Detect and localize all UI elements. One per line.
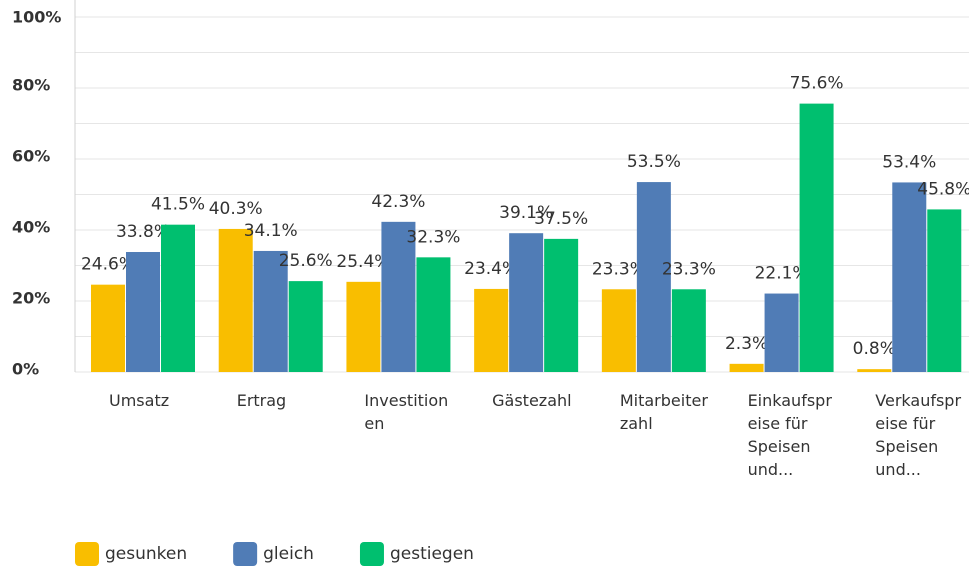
bar — [161, 224, 195, 372]
bar — [218, 228, 253, 372]
value-label: 23.4% — [464, 259, 518, 279]
value-label: 34.1% — [244, 221, 298, 241]
y-tick-label: 100% — [12, 8, 61, 27]
value-label: 25.4% — [336, 252, 390, 272]
x-tick-label: Verkaufspreise für Speisen und... — [875, 391, 962, 479]
y-tick-label: 0% — [12, 360, 39, 379]
value-label: 25.6% — [279, 251, 333, 271]
value-label: 23.3% — [592, 259, 646, 279]
bar — [601, 289, 636, 372]
bar — [381, 221, 416, 372]
value-label: 45.8% — [917, 179, 969, 199]
x-tick-label: Investitionen — [364, 391, 449, 433]
legend-swatch — [359, 542, 384, 566]
bar — [509, 233, 544, 372]
x-tick-label: Mitarbeiterzahl — [619, 391, 708, 433]
value-label: 23.3% — [662, 259, 716, 279]
bar — [799, 103, 834, 373]
bar — [288, 281, 323, 372]
value-label: 32.3% — [406, 227, 460, 247]
legend-swatch — [75, 542, 99, 566]
legend-swatch — [233, 542, 258, 566]
bar — [474, 288, 509, 372]
bar — [729, 363, 764, 372]
x-tick-label: Umsatz — [109, 391, 170, 410]
value-label: 75.6% — [790, 74, 844, 94]
bar — [671, 289, 706, 372]
value-label: 53.4% — [882, 152, 936, 172]
legend-label: gestiegen — [390, 544, 474, 564]
value-label: 2.3% — [725, 334, 768, 354]
legend-label: gleich — [263, 544, 314, 564]
y-tick-label: 40% — [12, 218, 50, 237]
bar — [857, 369, 892, 372]
x-tick-label: Ertrag — [236, 391, 287, 410]
value-label: 53.5% — [627, 152, 681, 172]
value-label: 37.5% — [534, 209, 588, 229]
bar — [636, 182, 671, 372]
value-label: 33.8% — [116, 222, 170, 242]
y-tick-label: 20% — [12, 289, 50, 308]
value-label: 24.6% — [81, 255, 135, 275]
bar — [892, 182, 927, 372]
bar — [91, 284, 125, 372]
bar — [346, 281, 381, 372]
bar — [126, 252, 160, 372]
bar — [927, 209, 962, 372]
value-label: 42.3% — [371, 192, 425, 212]
x-tick-label: Einkaufspreise für Speisen und... — [747, 391, 832, 479]
value-label: 0.8% — [853, 339, 896, 359]
bar — [544, 238, 579, 372]
bar — [764, 293, 799, 372]
legend-label: gesunken — [105, 544, 187, 564]
y-tick-label: 60% — [12, 147, 50, 166]
y-tick-label: 80% — [12, 76, 50, 95]
value-label: 39.1% — [499, 203, 553, 223]
value-label: 41.5% — [151, 195, 205, 215]
value-label: 40.3% — [209, 199, 263, 219]
x-tick-label: Gästezahl — [492, 391, 572, 410]
value-label: 22.1% — [755, 264, 809, 284]
bar — [253, 250, 288, 372]
bar — [416, 257, 451, 372]
